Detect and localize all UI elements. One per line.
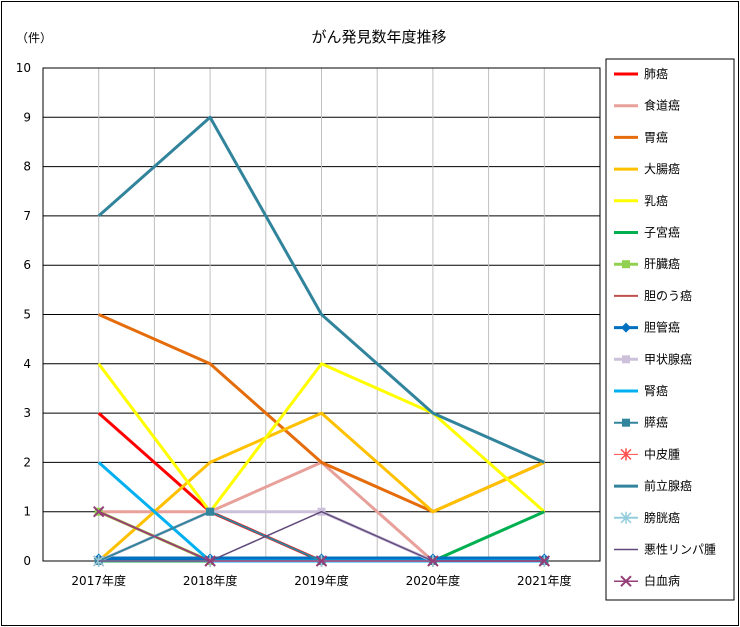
x-axis-ticks: 2017年度 2018年度 2019年度 2020年度 2021年度: [71, 573, 571, 588]
legend-label: 胆管癌: [644, 320, 680, 335]
legend-item: 肺癌: [614, 66, 668, 81]
y-axis-unit-label: （件）: [16, 31, 52, 45]
legend-item: 前立腺癌: [614, 478, 692, 493]
x-tick-label: 2021年度: [517, 573, 572, 588]
y-tick-label: 10: [16, 61, 31, 75]
legend-label: 胃癌: [644, 129, 668, 144]
legend-item: 膵癌: [614, 415, 668, 430]
legend-label: 肝臓癌: [644, 256, 680, 271]
legend-item: 中皮腫: [614, 446, 680, 461]
chart-title: がん発見数年度推移: [311, 28, 446, 46]
data-point: [92, 505, 105, 518]
legend-marker: [622, 260, 630, 269]
x-tick-label: 2020年度: [406, 573, 461, 588]
y-axis-ticks: 0 1 2 3 4 5 6 7 8 9 10: [16, 61, 31, 568]
legend-item: 肝臓癌: [614, 256, 680, 271]
legend-label: 腎癌: [644, 383, 668, 398]
legend-label: 甲状腺癌: [644, 351, 692, 366]
legend-item: 大腸癌: [614, 161, 680, 176]
y-tick-label: 3: [23, 406, 31, 420]
legend-label: 食道癌: [644, 98, 680, 113]
y-tick-label: 7: [23, 209, 31, 223]
data-point: [204, 555, 216, 567]
y-tick-label: 5: [23, 308, 31, 322]
legend-marker: [620, 575, 632, 587]
legend-item: 子宮癌: [614, 225, 680, 240]
legend-item: 食道癌: [614, 98, 680, 113]
data-point: [538, 555, 551, 567]
legend-marker: [622, 355, 630, 364]
series-line: [97, 362, 546, 514]
legend-label: 膵癌: [644, 415, 668, 430]
x-tick-label: 2017年度: [71, 573, 126, 588]
legend-item: 白血病: [614, 573, 680, 588]
data-point: [315, 555, 328, 567]
y-tick-label: 9: [23, 110, 31, 124]
legend-item: 腎癌: [614, 383, 668, 398]
y-tick-label: 8: [23, 160, 31, 174]
x-tick-label: 2019年度: [294, 573, 349, 588]
legend-marker: [620, 511, 632, 524]
legend-marker: [621, 322, 631, 333]
legend-item: 胆管癌: [614, 320, 680, 335]
legend-marker: [622, 418, 630, 427]
data-point: [427, 555, 439, 567]
series-layer: [92, 115, 551, 567]
legend-label: 中皮腫: [644, 446, 680, 461]
legend-label: 大腸癌: [644, 161, 680, 176]
legend-label: 前立腺癌: [644, 478, 692, 493]
legend-item: 胆のう癌: [614, 288, 692, 303]
legend-label: 白血病: [644, 573, 680, 588]
series-17: [92, 505, 551, 567]
legend-label: 膀胱癌: [644, 510, 680, 525]
legend-label: 肺癌: [644, 66, 668, 81]
series-line: [97, 115, 545, 464]
y-tick-label: 6: [23, 258, 31, 272]
series-14: [97, 115, 545, 464]
legend-item: 悪性リンパ腫: [614, 543, 716, 557]
legend-label: 子宮癌: [644, 225, 680, 240]
y-tick-label: 0: [23, 554, 31, 568]
x-tick-label: 2018年度: [183, 573, 238, 588]
legend-item: 甲状腺癌: [614, 351, 692, 366]
legend-label: 悪性リンパ腫: [644, 543, 716, 557]
legend: 肺癌食道癌胃癌大腸癌乳癌子宮癌肝臓癌胆のう癌胆管癌甲状腺癌腎癌膵癌中皮腫前立腺癌…: [614, 66, 716, 588]
series-5: [97, 362, 546, 514]
y-tick-label: 4: [23, 357, 31, 371]
legend-label: 胆のう癌: [644, 288, 692, 303]
legend-item: 膀胱癌: [614, 510, 680, 525]
legend-item: 乳癌: [614, 193, 668, 208]
series-line: [97, 411, 545, 563]
series-4: [97, 411, 545, 563]
y-tick-label: 2: [23, 455, 31, 469]
legend-label: 乳癌: [644, 193, 668, 208]
y-tick-label: 1: [23, 505, 31, 519]
legend-item: 胃癌: [614, 129, 668, 144]
data-point: [206, 507, 215, 516]
legend-marker: [620, 448, 632, 461]
